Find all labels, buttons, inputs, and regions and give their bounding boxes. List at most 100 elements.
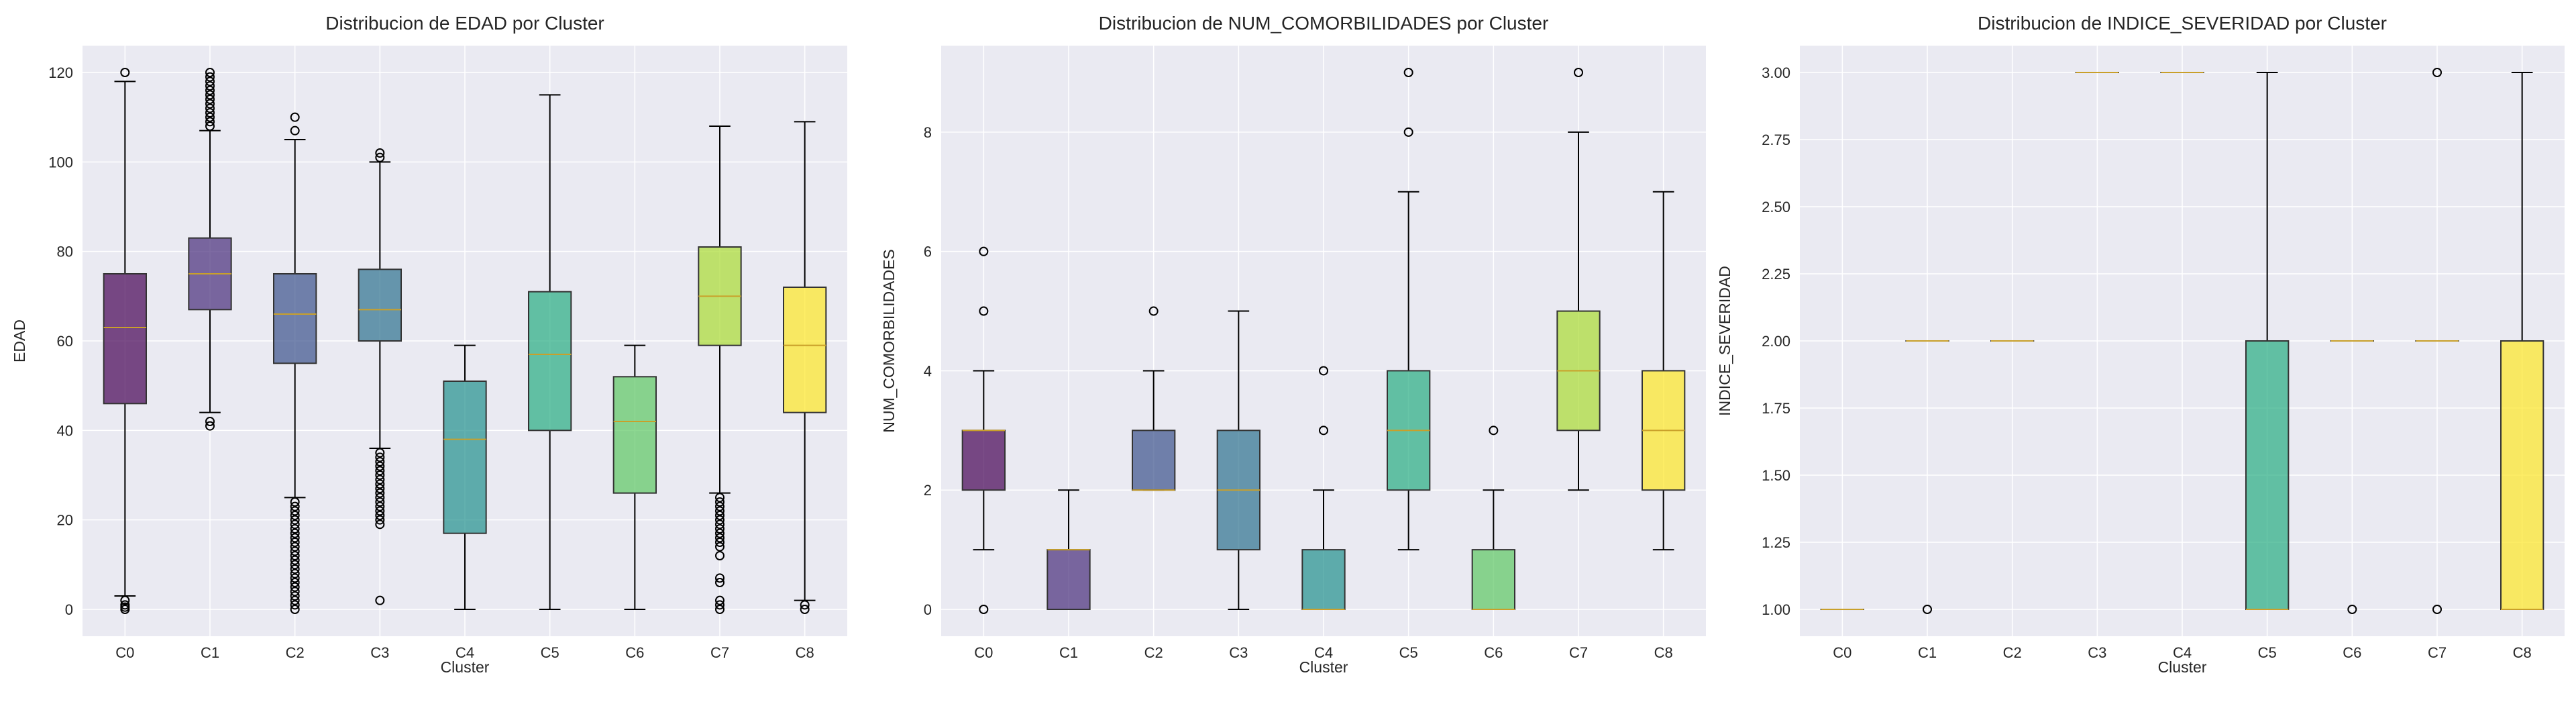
outlier-point	[375, 484, 385, 493]
outlier-point	[290, 497, 300, 507]
outlier-point	[290, 538, 300, 547]
outlier-point	[375, 148, 385, 158]
box-C7	[2415, 68, 2459, 614]
y-tick-label: 60	[57, 333, 73, 350]
outlier-point	[715, 524, 724, 534]
outlier-point	[290, 519, 300, 530]
x-tick-label: C8	[1654, 644, 1673, 661]
y-tick-label: 100	[48, 154, 73, 170]
box-C3	[1216, 310, 1260, 610]
outlier-point	[375, 152, 385, 162]
chart-title: Distribucion de NUM_COMORBILIDADES por C…	[1099, 13, 1549, 34]
y-tick-label: 40	[57, 422, 73, 439]
outlier-point	[1319, 366, 1328, 376]
outlier-point	[205, 421, 215, 431]
outlier-point	[715, 605, 724, 614]
x-tick-label: C6	[2343, 644, 2361, 661]
box-iqr	[1301, 549, 1346, 610]
outlier-point	[290, 600, 300, 610]
x-tick-label: C8	[796, 644, 814, 661]
box-C8	[2500, 72, 2544, 610]
outlier-point	[375, 452, 385, 462]
outlier-point	[290, 605, 300, 614]
box-C1	[1905, 340, 1949, 614]
y-tick-label: 80	[57, 244, 73, 260]
x-tick-label: C1	[201, 644, 219, 661]
box-iqr	[2500, 340, 2544, 610]
box-C6	[2330, 340, 2375, 614]
x-tick-label: C2	[2003, 644, 2022, 661]
chart-panel-2: 1.00 1.25 1.50 1.75 2.00 2.25 2.50 2.75 3.00 C0 C1…	[1716, 13, 2565, 676]
outlier-point	[1148, 306, 1159, 316]
box-C2	[1132, 306, 1176, 491]
box-C5	[528, 94, 572, 610]
outlier-point	[2347, 605, 2357, 614]
outlier-point	[715, 497, 724, 507]
outlier-point	[715, 506, 724, 516]
x-tick-label: C6	[1484, 644, 1503, 661]
y-tick-label: 2.50	[1762, 199, 1790, 215]
outlier-point	[1574, 68, 1583, 77]
outlier-point	[1923, 605, 1932, 614]
outlier-point	[800, 600, 810, 610]
outlier-point	[715, 528, 724, 538]
outlier-point	[205, 117, 215, 127]
outlier-point	[1403, 127, 1413, 137]
y-tick-label: 1.25	[1762, 534, 1790, 551]
outlier-point	[120, 595, 130, 605]
outlier-point	[290, 506, 300, 516]
x-axis-label: Cluster	[441, 658, 490, 676]
x-tick-label: C2	[1144, 644, 1163, 661]
outlier-point	[1319, 425, 1328, 436]
outlier-point	[715, 551, 724, 560]
outlier-point	[715, 493, 724, 503]
x-tick-label: C3	[370, 644, 389, 661]
outlier-point	[290, 578, 300, 587]
box-C8	[1642, 191, 1686, 551]
x-tick-label: C4	[455, 644, 474, 661]
box-C6	[1471, 425, 1516, 610]
x-tick-label: C4	[1314, 644, 1333, 661]
outlier-point	[290, 564, 300, 574]
x-axis-label: Cluster	[1299, 658, 1348, 676]
box-iqr	[443, 381, 487, 534]
outlier-point	[715, 515, 724, 525]
outlier-point	[290, 582, 300, 592]
outlier-point	[715, 538, 724, 547]
x-tick-label: C3	[1229, 644, 1248, 661]
y-tick-label: 8	[924, 124, 932, 141]
box-C5	[2245, 72, 2290, 610]
outlier-point	[290, 533, 300, 543]
x-tick-label: C0	[1833, 644, 1851, 661]
outlier-point	[205, 68, 215, 77]
x-axis-label: Cluster	[2158, 658, 2207, 676]
y-tick-label: 2	[924, 482, 932, 499]
outlier-point	[375, 479, 385, 489]
outlier-point	[290, 568, 300, 579]
outlier-point	[205, 90, 215, 100]
x-tick-label: C5	[2258, 644, 2277, 661]
box-iqr	[528, 291, 572, 432]
y-axis-label: INDICE_SEVERIDAD	[1716, 266, 1733, 416]
outlier-point	[205, 417, 215, 426]
y-tick-label: 20	[57, 512, 73, 529]
x-tick-label: C5	[1399, 644, 1418, 661]
chart-title: Distribucion de INDICE_SEVERIDAD por Clu…	[1978, 13, 2387, 34]
y-tick-label: 120	[48, 64, 73, 81]
x-tick-label: C7	[1569, 644, 1588, 661]
outlier-point	[800, 605, 810, 614]
x-tick-label: C2	[286, 644, 305, 661]
y-tick-label: 4	[924, 362, 932, 379]
outlier-point	[290, 501, 300, 511]
box-C6	[612, 344, 657, 610]
box-C4	[443, 344, 487, 610]
outlier-point	[715, 595, 724, 605]
x-tick-label: C8	[2513, 644, 2532, 661]
outlier-point	[205, 85, 215, 95]
outlier-point	[205, 95, 215, 104]
chart-panel-0: 0 20 40 60 80 100 120 C0 C1 C2 C3 C4 C5 C6 C7 C8 Distrib…	[11, 13, 847, 676]
x-tick-label: C1	[1918, 644, 1937, 661]
y-axis-label: EDAD	[11, 319, 28, 362]
box-iqr	[783, 287, 827, 413]
